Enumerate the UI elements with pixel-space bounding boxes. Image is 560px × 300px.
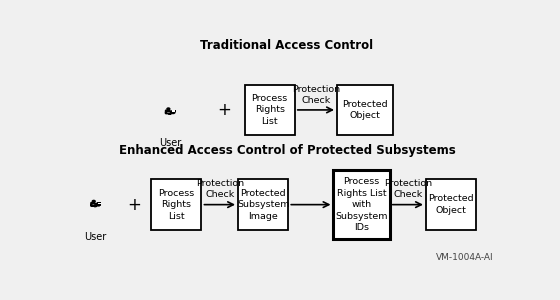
FancyBboxPatch shape [97, 202, 101, 204]
Polygon shape [166, 110, 174, 114]
FancyBboxPatch shape [245, 85, 295, 135]
Text: +: + [127, 196, 141, 214]
Text: Process
Rights List
with
Subsystem
IDs: Process Rights List with Subsystem IDs [335, 177, 388, 232]
Text: Process
Rights
List: Process Rights List [251, 94, 288, 126]
Ellipse shape [167, 108, 170, 110]
Text: Enhanced Access Control of Protected Subsystems: Enhanced Access Control of Protected Sub… [119, 144, 455, 157]
Ellipse shape [92, 200, 95, 202]
Text: +: + [217, 101, 231, 119]
Polygon shape [172, 112, 175, 113]
Text: VM-1004A-AI: VM-1004A-AI [436, 253, 494, 262]
FancyBboxPatch shape [96, 204, 100, 205]
FancyBboxPatch shape [172, 110, 176, 112]
Text: Protection
Check: Protection Check [384, 179, 432, 200]
FancyBboxPatch shape [151, 179, 201, 230]
Text: User: User [158, 138, 181, 148]
Text: Process
Rights
List: Process Rights List [158, 189, 194, 220]
FancyBboxPatch shape [337, 85, 393, 135]
FancyBboxPatch shape [426, 179, 476, 230]
Text: Protected
Subsystem
Image: Protected Subsystem Image [237, 189, 290, 220]
FancyBboxPatch shape [333, 170, 390, 239]
Text: Protection
Check: Protection Check [195, 179, 244, 200]
Text: Protection
Check: Protection Check [292, 85, 340, 105]
Text: User: User [84, 232, 106, 242]
Text: Protected
Object: Protected Object [342, 100, 388, 120]
FancyBboxPatch shape [97, 202, 101, 205]
Text: Traditional Access Control: Traditional Access Control [200, 39, 374, 52]
Text: Protected
Object: Protected Object [428, 194, 474, 215]
FancyBboxPatch shape [238, 179, 288, 230]
Polygon shape [91, 202, 100, 207]
FancyBboxPatch shape [172, 110, 175, 112]
